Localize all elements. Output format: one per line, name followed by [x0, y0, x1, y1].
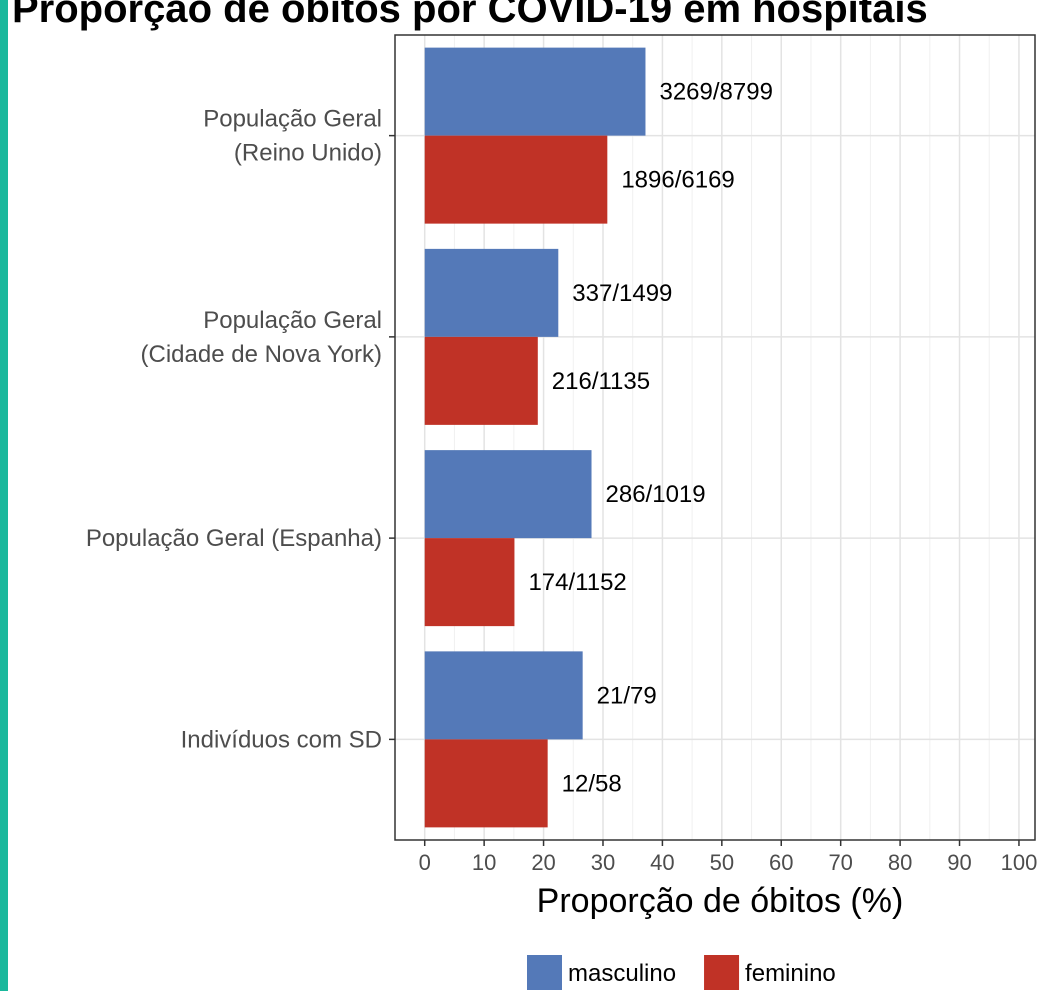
- bar: [424, 450, 592, 539]
- y-tick-label: População Geral (Reino Unido): [203, 106, 382, 167]
- side-stripe: [0, 0, 8, 991]
- data-label: 337/1499: [572, 280, 672, 307]
- x-tick-label: 0: [419, 850, 431, 875]
- data-label: 216/1135: [552, 368, 650, 395]
- bar: [424, 47, 646, 136]
- data-label: 12/58: [562, 770, 622, 797]
- legend-swatch: [527, 955, 562, 990]
- bar: [424, 739, 548, 828]
- x-tick-label: 10: [472, 850, 496, 875]
- x-tick-label: 80: [888, 850, 912, 875]
- data-label: 21/79: [597, 682, 657, 709]
- x-tick-label: 20: [531, 850, 555, 875]
- y-tick-label: População Geral (Cidade de Nova York): [141, 307, 382, 368]
- data-label: 174/1152: [528, 569, 626, 596]
- x-tick-label: 30: [591, 850, 615, 875]
- legend-label: feminino: [745, 960, 836, 987]
- x-axis-title: Proporção de óbitos (%): [537, 882, 904, 920]
- bar: [424, 336, 538, 425]
- x-tick-label: 90: [947, 850, 971, 875]
- legend-swatch: [704, 955, 740, 990]
- x-tick-label: 40: [650, 850, 674, 875]
- bar: [424, 135, 608, 224]
- x-tick-label: 100: [1001, 850, 1038, 875]
- data-label: 3269/8799: [659, 79, 772, 106]
- y-tick-label: Indivíduos com SD: [181, 726, 382, 753]
- y-tick-label: População Geral (Espanha): [86, 525, 382, 552]
- chart-title: Proporção de óbitos por COVID-19 em hosp…: [12, 0, 928, 31]
- x-tick-label: 50: [710, 850, 734, 875]
- plot-border: [394, 34, 1036, 841]
- bar: [424, 651, 583, 740]
- data-label: 286/1019: [606, 481, 706, 508]
- x-tick-label: 70: [828, 850, 852, 875]
- bar: [424, 538, 515, 627]
- legend-label: masculino: [568, 960, 676, 987]
- bar: [424, 248, 559, 337]
- data-label: 1896/6169: [621, 167, 734, 194]
- x-tick-label: 60: [769, 850, 793, 875]
